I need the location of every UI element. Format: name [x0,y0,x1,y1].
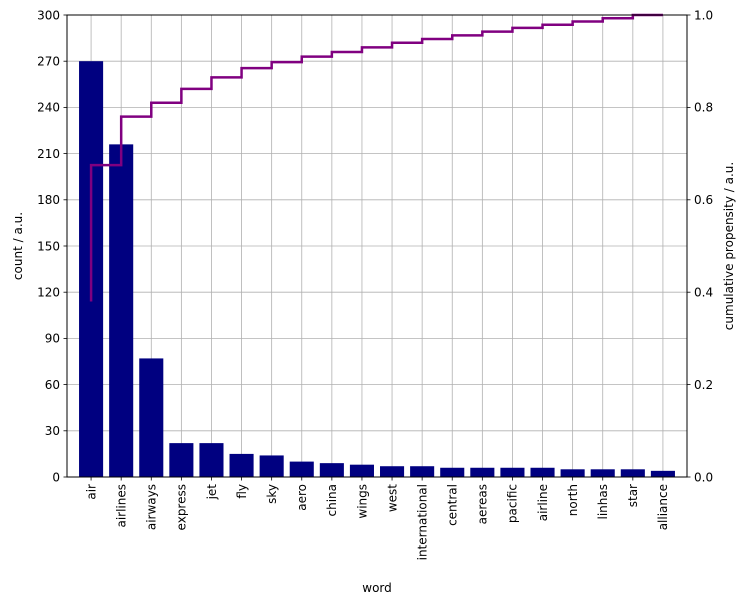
bar-alliance [650,470,675,477]
x-tick-label: international [415,484,429,560]
x-tick-label: airline [536,484,550,521]
x-tick-label: north [566,484,580,516]
y2-axis-label: cumulative propensity / a.u. [722,162,736,330]
bar-wings [349,464,374,477]
x-tick-label: star [626,484,640,507]
bar-jet [199,443,224,477]
y-tick-label: 150 [37,239,60,253]
bar-airways [139,358,164,477]
bar-fly [229,453,254,477]
y2-tick-label: 0.8 [694,101,713,115]
y-tick-label: 60 [45,378,60,392]
x-tick-label: jet [205,484,219,501]
y2-tick-label: 1.0 [694,8,713,22]
y-tick-label: 300 [37,8,60,22]
x-tick-label: aereas [476,484,490,524]
bar-central [440,467,465,477]
x-axis-ticks: air airlines airways express jet fly sky aero ch… [84,477,670,560]
x-tick-label: sky [265,484,279,504]
bar-aero [289,461,314,477]
y2-tick-label: 0.0 [694,470,713,484]
bar-west [380,466,405,477]
y-tick-label: 30 [45,424,60,438]
x-tick-label: express [175,484,189,530]
y-tick-label: 120 [37,286,60,300]
x-tick-label: wings [355,484,369,519]
y-tick-label: 0 [52,470,60,484]
bar-china [319,463,344,477]
x-tick-label: air [84,484,98,500]
x-axis-label: word [362,581,392,595]
y-axis-label: count / a.u. [11,212,25,280]
bar-aereas [470,467,495,477]
bar-international [410,466,435,477]
x-tick-label: linhas [596,484,610,519]
y-axis-ticks: 0 30 60 90 120 150 180 210 240 270 300 [37,8,67,484]
x-tick-label: airways [145,484,159,530]
x-tick-label: aero [295,484,309,511]
bar-pacific [500,467,525,477]
bar-north [560,469,585,477]
x-tick-label: fly [235,484,249,499]
bar-airlines [109,144,134,478]
x-tick-label: west [385,484,399,512]
x-tick-label: china [325,484,339,517]
x-tick-label: alliance [656,484,670,530]
y-tick-label: 210 [37,147,60,161]
bar-express [169,443,194,477]
bars [79,61,675,478]
cumulative-line [89,13,663,302]
bar-linhas [590,469,615,477]
y-tick-label: 270 [37,55,60,69]
bar-star [620,469,645,477]
bar-sky [259,455,284,477]
y2-tick-label: 0.2 [694,378,713,392]
y2-tick-label: 0.4 [694,286,713,300]
cumulative-line-group [89,13,663,302]
y2-axis-ticks: 0.0 0.2 0.4 0.6 0.8 1.0 [687,8,713,484]
x-tick-label: pacific [506,484,520,523]
y-tick-label: 180 [37,193,60,207]
y-tick-label: 240 [37,101,60,115]
x-tick-label: airlines [114,484,128,528]
bar-airline [530,467,555,477]
y2-tick-label: 0.6 [694,193,713,207]
y-tick-label: 90 [45,332,60,346]
x-tick-label: central [446,484,460,526]
